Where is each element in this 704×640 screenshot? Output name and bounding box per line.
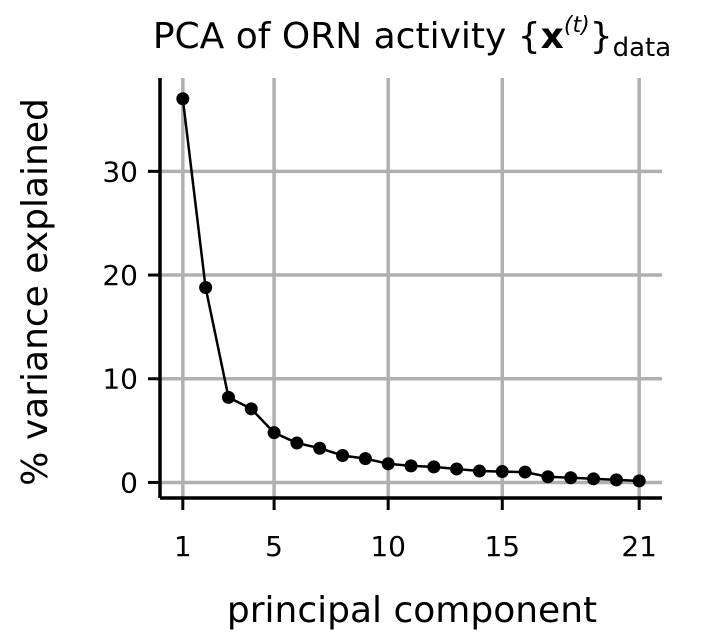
data-point-10: [381, 457, 395, 471]
x-tick-label-15: 15: [484, 530, 520, 563]
data-point-17: [541, 470, 555, 484]
axes: [158, 78, 662, 500]
data-point-8: [336, 448, 350, 462]
title-brace: }: [590, 16, 613, 57]
data-point-5: [267, 426, 281, 440]
data-point-6: [290, 436, 304, 450]
data-point-3: [221, 390, 235, 404]
data-point-19: [587, 472, 601, 486]
x-tick-label-10: 10: [370, 530, 406, 563]
y-tick-label-20: 20: [102, 259, 138, 292]
data-point-16: [518, 465, 532, 479]
series-line-0: [181, 98, 640, 483]
data-point-20: [609, 473, 623, 487]
y-tick-label-30: 30: [102, 155, 138, 188]
data-point-21: [632, 474, 646, 488]
data-series: [176, 92, 646, 488]
x-tick-label-21: 21: [621, 530, 657, 563]
data-point-9: [358, 452, 372, 466]
chart-title: PCA of ORN activity {x(t)}data: [153, 13, 671, 63]
data-point-18: [564, 471, 578, 485]
y-tick-label-10: 10: [102, 363, 138, 396]
x-axis-label: principal component: [227, 590, 597, 631]
data-point-13: [450, 462, 464, 476]
y-tick-label-0: 0: [120, 466, 138, 499]
data-point-7: [313, 441, 327, 455]
x-tick-label-1: 1: [174, 530, 192, 563]
data-point-12: [427, 460, 441, 474]
y-axis-label: % variance explained: [15, 98, 56, 486]
x-tick-label-5: 5: [265, 530, 283, 563]
grid: [160, 78, 662, 498]
data-point-4: [244, 402, 258, 416]
data-point-1: [176, 92, 190, 106]
title-superscript: (t): [564, 13, 590, 38]
data-point-14: [472, 464, 486, 478]
data-point-11: [404, 459, 418, 473]
title-subscript: data: [613, 33, 672, 63]
data-point-2: [199, 280, 213, 294]
data-point-15: [495, 465, 509, 479]
title-bold-x: x: [541, 16, 564, 57]
title-prefix: PCA of ORN activity {: [153, 16, 541, 57]
